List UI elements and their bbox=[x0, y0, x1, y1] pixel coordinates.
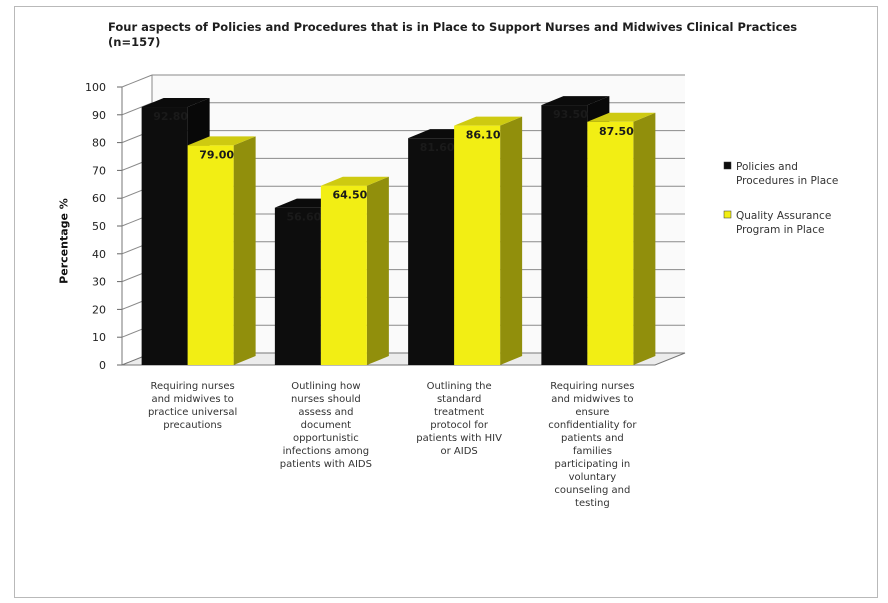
x-category-label-line: precautions bbox=[163, 420, 222, 431]
x-category-label-line: Requiring nurses bbox=[151, 381, 235, 392]
x-category-label-line: and midwives to bbox=[551, 394, 633, 405]
bar-value-label: 81.60 bbox=[420, 141, 455, 154]
legend-label-line: Procedures in Place bbox=[736, 175, 838, 187]
y-tick-label: 70 bbox=[92, 164, 106, 177]
legend-label: Policies and Procedures in Place bbox=[736, 161, 838, 187]
legend-label-line: Policies and bbox=[736, 161, 798, 173]
bar bbox=[320, 185, 367, 365]
x-category-label-line: Outlining how bbox=[291, 381, 360, 392]
chart-title: Four aspects of Policies and Procedures … bbox=[108, 20, 798, 49]
x-category-label-line: families bbox=[573, 446, 612, 457]
bar bbox=[454, 125, 501, 365]
bar bbox=[541, 105, 588, 365]
x-category-label: Outlining the standard treatment protocol f… bbox=[416, 381, 502, 457]
y-tick-label: 40 bbox=[92, 248, 106, 261]
x-category-label-line: infections among bbox=[283, 446, 370, 457]
x-category-label-line: patients with AIDS bbox=[280, 459, 372, 470]
gridline-side bbox=[121, 102, 153, 116]
gridline-side bbox=[121, 74, 153, 88]
bar bbox=[587, 121, 634, 365]
y-tick-label: 80 bbox=[92, 137, 106, 150]
bar-side bbox=[366, 176, 389, 365]
legend-swatch bbox=[723, 210, 732, 219]
bar bbox=[408, 138, 455, 365]
x-category-label-line: nurses should bbox=[291, 394, 361, 405]
legend-label: Quality Assurance Program in Place bbox=[736, 210, 831, 236]
bar-value-label: 86.10 bbox=[466, 129, 501, 142]
bar-top bbox=[454, 116, 523, 126]
bar-top bbox=[187, 136, 256, 146]
bar-top bbox=[141, 98, 210, 108]
x-category-label-line: voluntary bbox=[569, 472, 617, 483]
bar-top bbox=[541, 96, 610, 106]
x-category-label-line: testing bbox=[575, 498, 610, 509]
bar-value-label: 64.50 bbox=[332, 189, 367, 202]
bar-value-label: 87.50 bbox=[599, 125, 634, 138]
bar-side bbox=[233, 136, 256, 365]
x-category-label-line: Outlining the bbox=[427, 381, 492, 392]
bar bbox=[141, 107, 188, 366]
x-category-label-line: assess and bbox=[298, 407, 353, 418]
x-category-label-line: ensure bbox=[575, 407, 609, 418]
bar-value-label: 56.60 bbox=[286, 211, 321, 224]
x-category-label: Requiring nurses and midwives to ensure con… bbox=[548, 381, 637, 509]
x-category-label-line: treatment bbox=[434, 407, 484, 418]
y-tick-label: 50 bbox=[92, 220, 106, 233]
bar bbox=[187, 145, 234, 365]
bar-side bbox=[500, 116, 523, 365]
x-category-label-line: Requiring nurses bbox=[550, 381, 634, 392]
y-tick-label: 30 bbox=[92, 276, 106, 289]
bar-value-label: 92.80 bbox=[153, 110, 188, 123]
legend-label-line: Quality Assurance bbox=[736, 210, 831, 222]
legend-swatch bbox=[723, 161, 732, 170]
y-tick-label: 90 bbox=[92, 109, 106, 122]
x-category-label-line: patients and bbox=[561, 433, 624, 444]
x-category-label-line: patients with HIV bbox=[416, 433, 502, 444]
bar bbox=[274, 207, 321, 365]
x-category-label-line: standard bbox=[437, 394, 481, 405]
y-tick-label: 20 bbox=[92, 303, 106, 316]
bar-value-label: 93.50 bbox=[553, 108, 588, 121]
x-category-label: Requiring nurses and midwives to practice … bbox=[148, 381, 237, 431]
bar-side bbox=[633, 112, 656, 365]
x-category-label-line: document bbox=[301, 420, 352, 431]
x-category-label-line: participating in bbox=[555, 459, 631, 470]
x-category-label-line: or AIDS bbox=[441, 446, 478, 457]
y-tick-label: 0 bbox=[99, 359, 106, 372]
x-category-label: Outlining how nurses should assess and docu… bbox=[280, 381, 372, 470]
x-category-label-line: confidentiality for bbox=[548, 420, 637, 431]
y-tick-label: 10 bbox=[92, 331, 106, 344]
x-category-label-line: and midwives to bbox=[151, 394, 233, 405]
x-category-label-line: practice universal bbox=[148, 407, 237, 418]
y-tick-label: 100 bbox=[85, 81, 106, 94]
bar-top bbox=[320, 176, 389, 186]
legend-label-line: Program in Place bbox=[736, 224, 824, 236]
y-tick-label: 60 bbox=[92, 192, 106, 205]
bar-value-label: 79.00 bbox=[199, 148, 234, 161]
bar-top bbox=[587, 112, 656, 122]
x-category-label-line: counseling and bbox=[554, 485, 630, 496]
x-category-label-line: opportunistic bbox=[293, 433, 359, 444]
x-category-label-line: protocol for bbox=[430, 420, 489, 431]
